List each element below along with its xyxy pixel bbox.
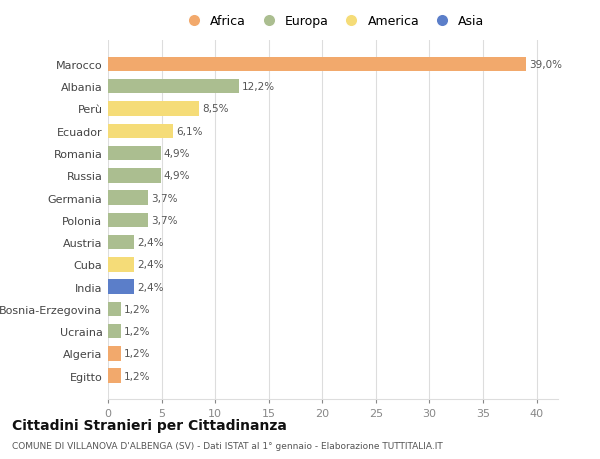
Text: 6,1%: 6,1% — [176, 127, 203, 136]
Text: 1,2%: 1,2% — [124, 304, 151, 314]
Legend: Africa, Europa, America, Asia: Africa, Europa, America, Asia — [182, 15, 484, 28]
Bar — [108, 57, 526, 72]
Bar — [108, 324, 121, 339]
Text: 2,4%: 2,4% — [137, 282, 163, 292]
Text: 1,2%: 1,2% — [124, 371, 151, 381]
Text: Cittadini Stranieri per Cittadinanza: Cittadini Stranieri per Cittadinanza — [12, 418, 287, 431]
Bar — [108, 235, 134, 250]
Text: COMUNE DI VILLANOVA D'ALBENGA (SV) - Dati ISTAT al 1° gennaio - Elaborazione TUT: COMUNE DI VILLANOVA D'ALBENGA (SV) - Dat… — [12, 441, 443, 450]
Text: 39,0%: 39,0% — [529, 60, 562, 70]
Text: 12,2%: 12,2% — [242, 82, 275, 92]
Text: 8,5%: 8,5% — [202, 104, 229, 114]
Bar — [108, 146, 161, 161]
Bar — [108, 213, 148, 228]
Text: 4,9%: 4,9% — [164, 171, 190, 181]
Text: 2,4%: 2,4% — [137, 238, 163, 247]
Bar — [108, 302, 121, 316]
Text: 3,7%: 3,7% — [151, 193, 178, 203]
Bar — [108, 168, 161, 183]
Bar — [108, 280, 134, 294]
Bar — [108, 347, 121, 361]
Text: 3,7%: 3,7% — [151, 215, 178, 225]
Bar — [108, 191, 148, 205]
Text: 4,9%: 4,9% — [164, 149, 190, 159]
Bar — [108, 124, 173, 139]
Bar — [108, 102, 199, 117]
Bar — [108, 257, 134, 272]
Text: 1,2%: 1,2% — [124, 349, 151, 358]
Text: 1,2%: 1,2% — [124, 326, 151, 336]
Bar — [108, 80, 239, 94]
Text: 2,4%: 2,4% — [137, 260, 163, 270]
Bar — [108, 369, 121, 383]
